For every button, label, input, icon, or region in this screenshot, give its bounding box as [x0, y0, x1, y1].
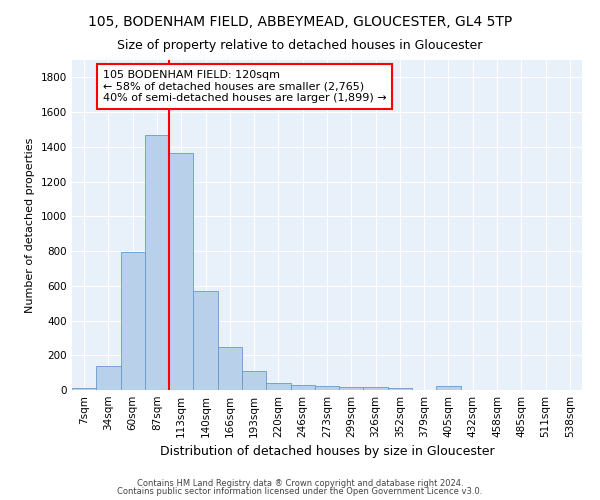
- Bar: [266, 383, 290, 390]
- X-axis label: Distribution of detached houses by size in Gloucester: Distribution of detached houses by size …: [160, 446, 494, 458]
- Bar: [121, 252, 145, 390]
- Y-axis label: Number of detached properties: Number of detached properties: [25, 138, 35, 312]
- Bar: [388, 388, 412, 390]
- Bar: [364, 388, 388, 390]
- Bar: [145, 135, 169, 390]
- Bar: [218, 348, 242, 390]
- Bar: [96, 366, 121, 390]
- Bar: [193, 291, 218, 390]
- Text: 105 BODENHAM FIELD: 120sqm
← 58% of detached houses are smaller (2,765)
40% of s: 105 BODENHAM FIELD: 120sqm ← 58% of deta…: [103, 70, 386, 103]
- Bar: [339, 388, 364, 390]
- Bar: [242, 371, 266, 390]
- Bar: [72, 388, 96, 390]
- Bar: [169, 153, 193, 390]
- Text: 105, BODENHAM FIELD, ABBEYMEAD, GLOUCESTER, GL4 5TP: 105, BODENHAM FIELD, ABBEYMEAD, GLOUCEST…: [88, 15, 512, 29]
- Bar: [315, 386, 339, 390]
- Bar: [290, 385, 315, 390]
- Text: Contains public sector information licensed under the Open Government Licence v3: Contains public sector information licen…: [118, 487, 482, 496]
- Text: Size of property relative to detached houses in Gloucester: Size of property relative to detached ho…: [118, 39, 482, 52]
- Text: Contains HM Land Registry data ® Crown copyright and database right 2024.: Contains HM Land Registry data ® Crown c…: [137, 478, 463, 488]
- Bar: [436, 386, 461, 390]
